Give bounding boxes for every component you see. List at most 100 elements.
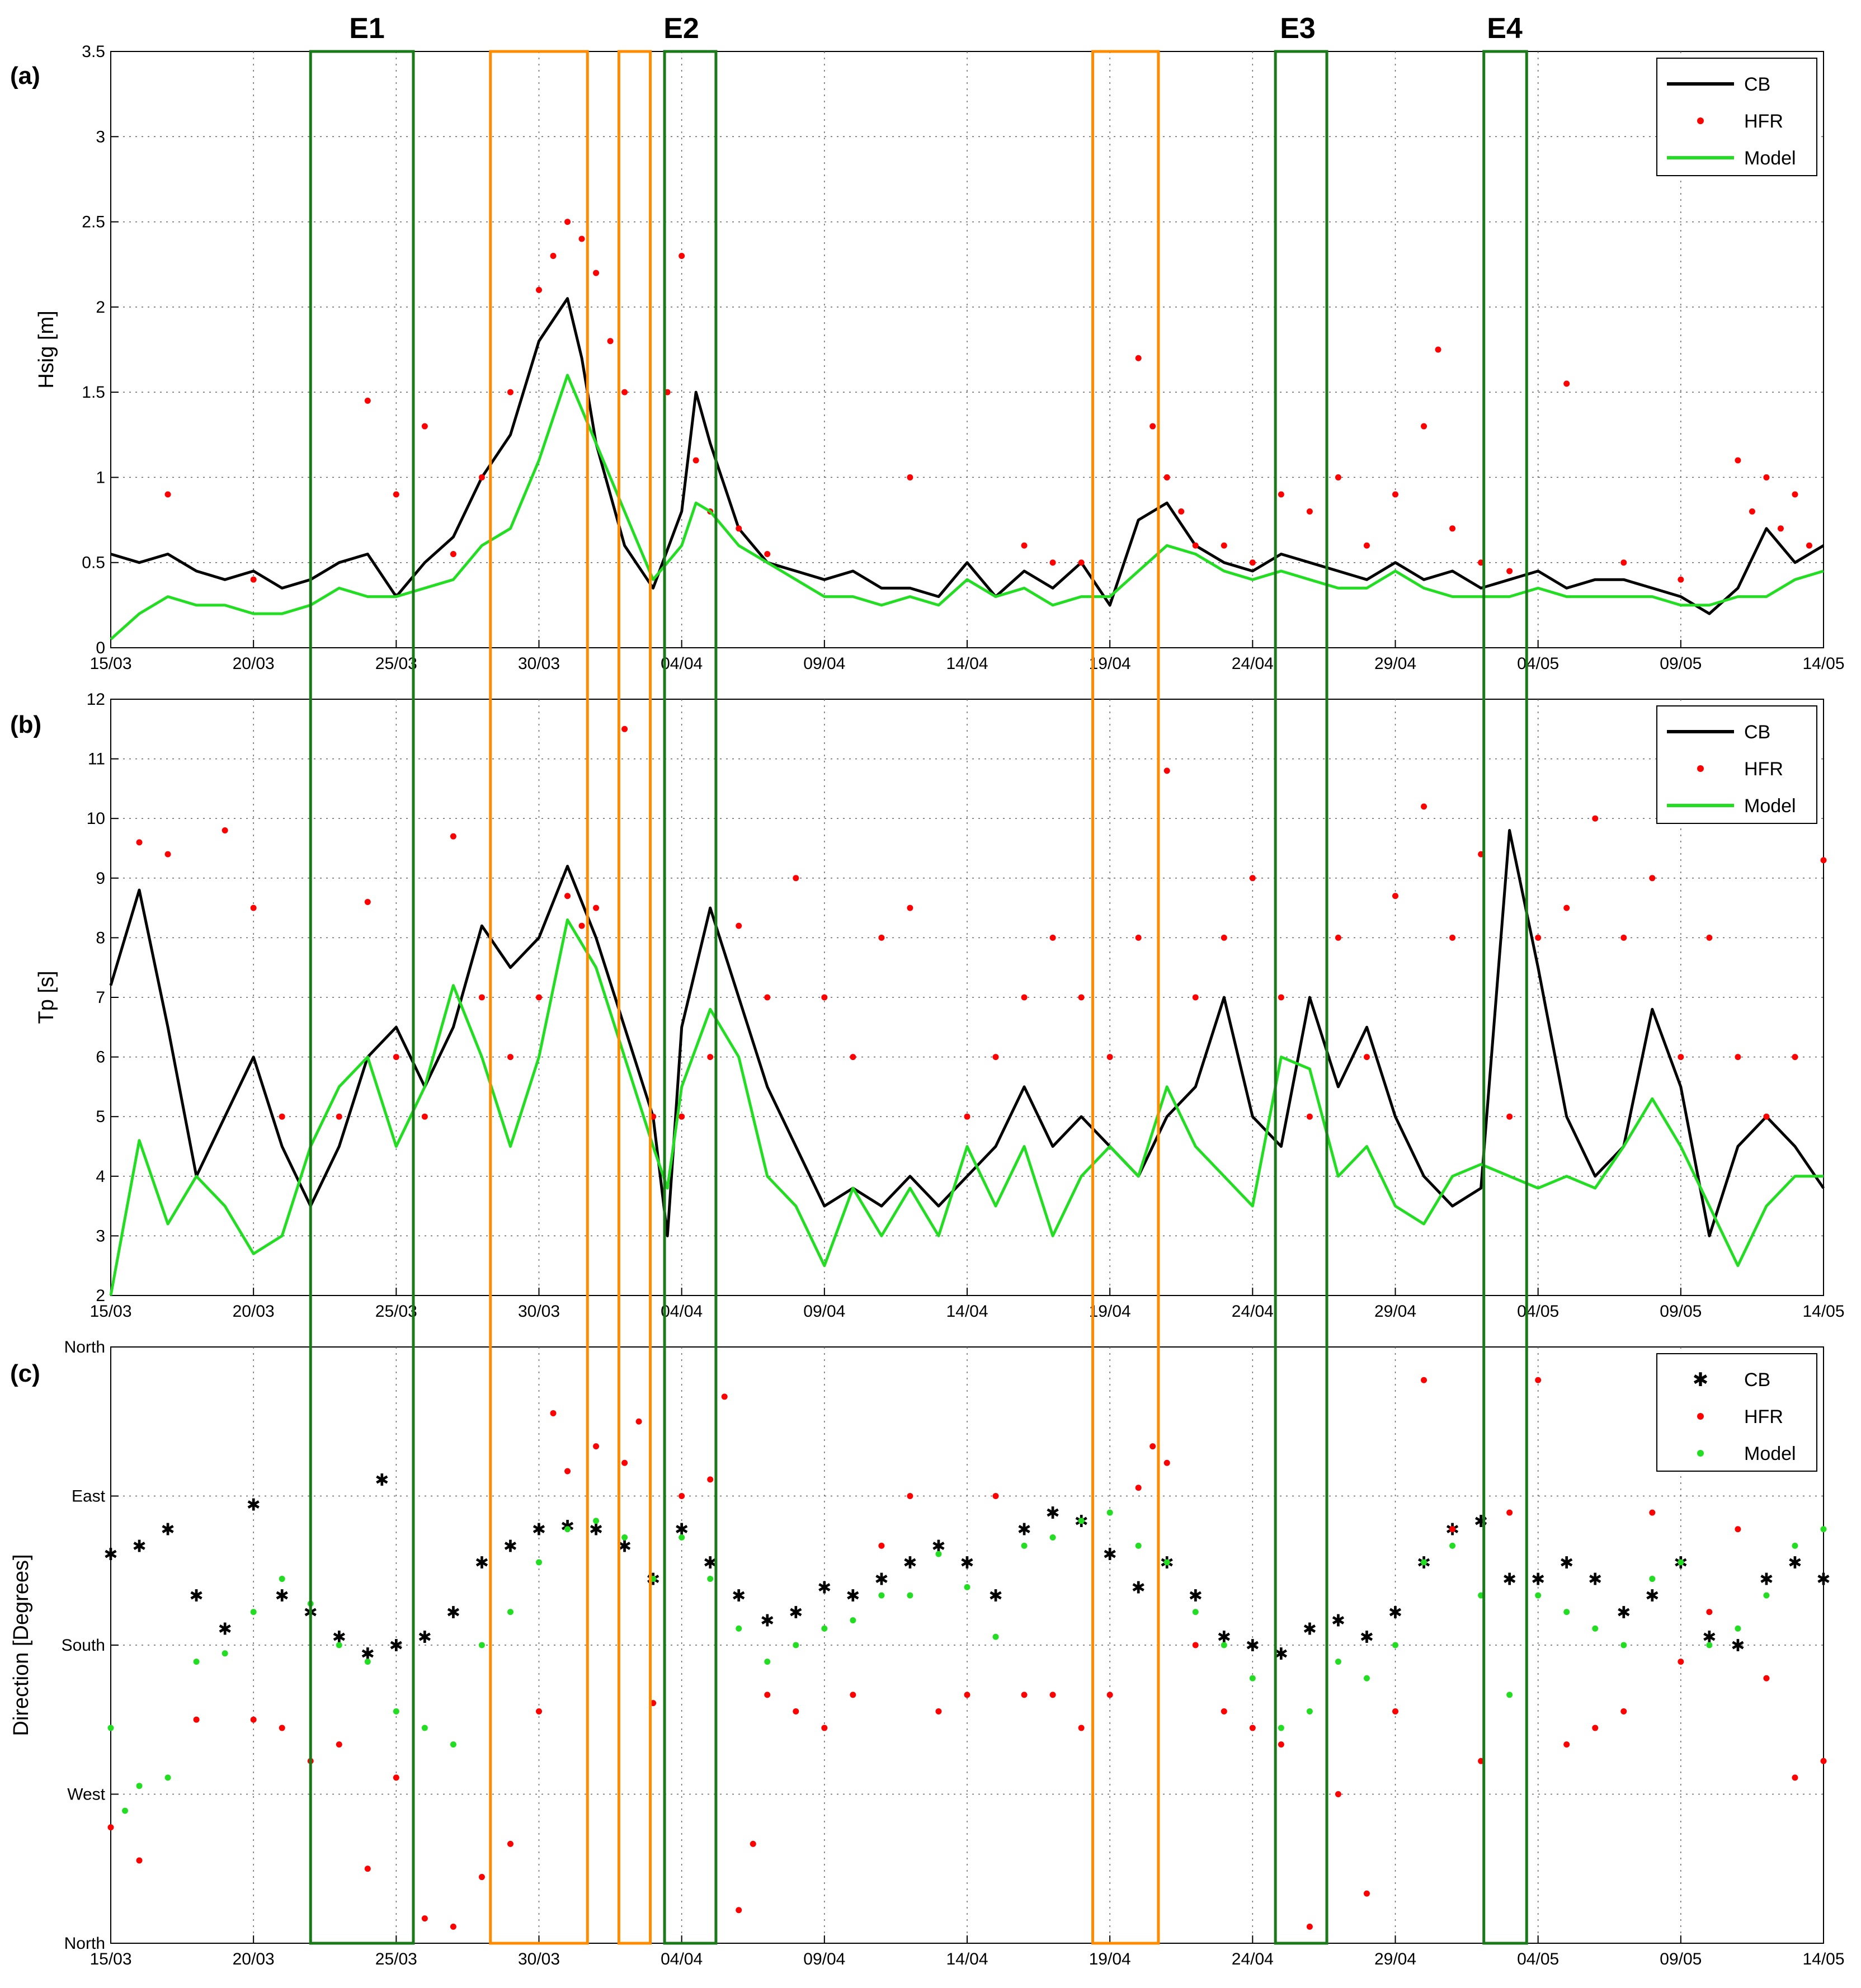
- hfr-point: [1306, 1113, 1313, 1120]
- model-point: [536, 1559, 542, 1566]
- hfr-point: [692, 457, 699, 464]
- hfr-point: [707, 1054, 714, 1061]
- hfr-point: [1221, 1708, 1227, 1714]
- cb-point: ✱: [789, 1604, 803, 1622]
- cb-point: ✱: [1189, 1587, 1203, 1605]
- y-tick-label: 3: [96, 1227, 105, 1245]
- legend-hfr-marker: [1697, 1413, 1704, 1420]
- panel-a-y-ticks: 0 0.5 1 1.5 2 2.5 3 3.5: [82, 43, 119, 657]
- cb-point: ✱: [732, 1587, 746, 1605]
- hfr-point: [1678, 1659, 1684, 1665]
- x-tick-label: 20/03: [233, 1302, 275, 1321]
- hfr-point: [1763, 1675, 1770, 1681]
- x-tick-label: 14/04: [946, 1302, 988, 1321]
- x-tick-label: 15/03: [89, 1950, 131, 1968]
- cb-point: ✱: [1303, 1620, 1317, 1638]
- hfr-point: [1449, 934, 1456, 941]
- hfr-point: [721, 1393, 728, 1400]
- hfr-point: [1535, 934, 1542, 941]
- model-point: [593, 1518, 600, 1524]
- hfr-point: [1820, 1758, 1827, 1764]
- hfr-point: [279, 1113, 285, 1120]
- cb-point: ✱: [532, 1521, 546, 1539]
- x-tick-label: 04/04: [661, 1302, 703, 1321]
- hfr-point: [564, 1468, 571, 1474]
- hfr-point: [1421, 1377, 1427, 1383]
- model-point: [1620, 1642, 1627, 1648]
- hfr-point: [1392, 893, 1398, 899]
- hfr-point: [1749, 508, 1755, 515]
- hfr-point: [992, 1054, 999, 1061]
- hfr-point: [707, 1476, 714, 1483]
- hfr-point: [1392, 491, 1398, 498]
- model-point: [1678, 1559, 1684, 1566]
- panel-a-x-ticks: 15/03 20/03 25/03 30/03 04/04 09/04 14/04 19/04…: [89, 640, 1845, 673]
- x-tick-label: 19/04: [1089, 654, 1131, 673]
- y-tick-label: 9: [96, 869, 105, 888]
- y-tick-label: 2: [96, 1287, 105, 1305]
- model-point: [1449, 1542, 1456, 1549]
- y-tick-label: 1: [96, 468, 105, 487]
- hfr-point: [421, 423, 428, 430]
- model-point: [450, 1741, 456, 1748]
- model-point: [821, 1625, 828, 1632]
- cb-point: ✱: [1531, 1571, 1545, 1589]
- hfr-point: [1163, 474, 1170, 480]
- hfr-point: [1306, 1923, 1313, 1930]
- y-tick-label: 0.5: [82, 554, 105, 572]
- model-point: [736, 1625, 742, 1632]
- hfr-point: [1706, 1609, 1713, 1615]
- x-tick-label: 04/05: [1517, 1950, 1559, 1968]
- cb-point: ✱: [218, 1620, 232, 1638]
- hfr-point: [850, 1692, 856, 1698]
- x-tick-label: 14/04: [946, 654, 988, 673]
- x-tick-label: 24/04: [1232, 1950, 1274, 1968]
- model-series-line: [109, 918, 1824, 1296]
- cb-point: ✱: [1132, 1579, 1146, 1597]
- x-tick-label: 29/04: [1374, 654, 1416, 673]
- panel-c-legend: ✱ CB HFR Model: [1656, 1353, 1817, 1472]
- model-point: [964, 1584, 970, 1590]
- cb-point: ✱: [1360, 1628, 1374, 1647]
- model-point: [193, 1659, 200, 1665]
- hfr-point: [1049, 559, 1056, 566]
- model-point: [1706, 1642, 1713, 1648]
- y-tick-label: South: [62, 1636, 105, 1655]
- panel-a-series: [110, 219, 1825, 640]
- model-point: [1163, 1559, 1170, 1566]
- hfr-point: [1363, 1890, 1370, 1897]
- cb-point: ✱: [1731, 1637, 1745, 1655]
- x-tick-label: 04/04: [661, 654, 703, 673]
- hfr-point: [450, 1923, 456, 1930]
- hfr-point: [1563, 1741, 1570, 1748]
- x-tick-label: 29/04: [1374, 1950, 1416, 1968]
- y-tick-label: 3: [96, 128, 105, 146]
- hfr-point: [607, 338, 614, 345]
- hfr-point: [450, 550, 456, 557]
- hfr-point: [1249, 875, 1256, 882]
- legend-hfr-label: HFR: [1744, 1406, 1783, 1428]
- hfr-point: [393, 1774, 399, 1781]
- panel-c-series: ✱ ✱ ✱ ✱ ✱ ✱ ✱ ✱ ✱ ✱ ✱ ✱ ✱ ✱ ✱ ✱ ✱ ✱ ✱ ✱ ✱ ✱ ✱ ✱ ✱ ✱ ✱ ✱ ✱ ✱ ✱ ✱ ✱ ✱ ✱ ✱ ✱ ✱ ✱ ✱…: [103, 1377, 1831, 1930]
- x-tick-label: 24/04: [1232, 1302, 1274, 1321]
- cb-point: ✱: [846, 1587, 860, 1605]
- hfr-point: [1192, 994, 1199, 1001]
- y-tick-label: West: [67, 1786, 105, 1804]
- storm-box: [617, 50, 652, 1945]
- hfr-point: [1506, 568, 1513, 574]
- hfr-point: [736, 525, 742, 532]
- y-tick-label: 11: [88, 750, 105, 769]
- panel-c-direction: (c) Direction [Degrees] North East South We…: [10, 1338, 1845, 1968]
- hfr-point: [1335, 1791, 1341, 1797]
- x-tick-label: 14/04: [946, 1950, 988, 1968]
- hfr-point: [1078, 994, 1085, 1001]
- cb-point: ✱: [1046, 1504, 1060, 1523]
- hfr-point: [507, 389, 513, 395]
- cb-point: ✱: [190, 1587, 204, 1605]
- panel-a-hsig: (a) Hsig [m] 0 0.5 1 1.5 2 2.5 3 3.5 15/03 20/03…: [10, 43, 1845, 673]
- legend-model-marker: [1697, 1450, 1704, 1457]
- model-point: [421, 1725, 428, 1731]
- model-point: [279, 1576, 285, 1582]
- hfr-point: [1806, 542, 1812, 549]
